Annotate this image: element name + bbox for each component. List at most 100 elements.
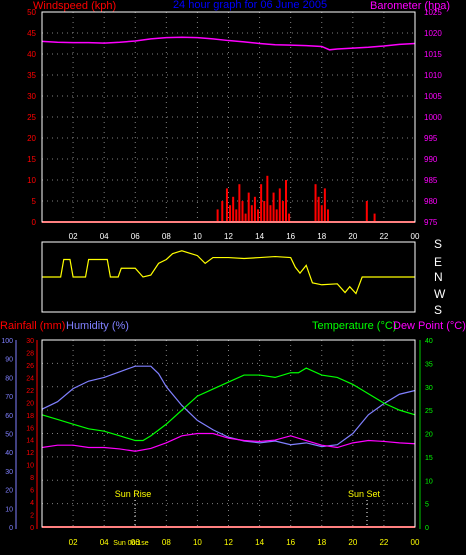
- humidity-tick-label: 40: [5, 450, 13, 457]
- barometer-tick-label: 980: [424, 197, 438, 206]
- direction-label-w: W: [434, 287, 446, 301]
- barometer-axis-label: Barometer (hpa): [370, 0, 450, 12]
- time-tick-label: 02: [69, 538, 78, 547]
- time-tick-label: 10: [193, 538, 202, 547]
- rainfall-tick-label: 10: [26, 463, 34, 470]
- humidity-tick-label: 30: [5, 469, 13, 476]
- temperature-tick-label: 35: [425, 361, 433, 368]
- direction-labels: S E N W S: [434, 237, 446, 317]
- barometer-tick-label: 1015: [424, 50, 442, 59]
- temperature-humidity-frame: [41, 339, 416, 528]
- top-time-tick-labels: 02 04 06 08 10 12 14 16 18 20 22 00: [69, 232, 420, 241]
- humidity-tick-label: 10: [5, 506, 13, 513]
- humidity-tick-labels: 0 10 20 30 40 50 60 70 80 90 100: [1, 338, 13, 532]
- time-tick-label: 20: [348, 232, 357, 241]
- rainfall-tick-label: 8: [30, 475, 34, 482]
- barometer-tick-labels: 975 980 985 990 995 1000 1005 1010 1015 1020 1025: [424, 8, 442, 227]
- windspeed-tick-label: 0: [32, 218, 37, 227]
- rainfall-tick-label: 14: [26, 438, 34, 445]
- windspeed-tick-label: 20: [27, 134, 36, 143]
- dewpoint-line: [41, 432, 416, 452]
- barometer-series: [41, 36, 416, 51]
- temperature-line: [41, 367, 416, 442]
- direction-label-s2: S: [434, 303, 442, 317]
- rainfall-tick-label: 22: [26, 388, 34, 395]
- rainfall-tick-label: 30: [26, 338, 34, 345]
- barometer-tick-label: 995: [424, 134, 438, 143]
- direction-label-e: E: [434, 255, 442, 269]
- time-tick-label: 16: [286, 232, 295, 241]
- windspeed-tick-label: 50: [27, 8, 36, 17]
- rainfall-tick-label: 18: [26, 413, 34, 420]
- temperature-axis-label: Temperature (°C): [312, 320, 396, 332]
- wind-direction-frame: [41, 241, 416, 313]
- wind-direction-series: [42, 250, 415, 295]
- time-tick-label: 18: [317, 538, 326, 547]
- humidity-tick-label: 100: [1, 338, 13, 345]
- humidity-tick-label: 80: [5, 375, 13, 382]
- time-tick-label: 12: [224, 232, 233, 241]
- time-tick-label: 06: [131, 232, 140, 241]
- rainfall-tick-label: 24: [26, 375, 34, 382]
- barometer-tick-label: 1010: [424, 71, 442, 80]
- rainfall-tick-label: 6: [30, 488, 34, 495]
- humidity-tick-label: 0: [9, 525, 13, 532]
- temperature-tick-label: 40: [425, 338, 433, 345]
- barometer-tick-label: 990: [424, 155, 438, 164]
- rainfall-tick-label: 12: [26, 450, 34, 457]
- windspeed-tick-label: 45: [27, 29, 36, 38]
- time-tick-label: 14: [255, 232, 264, 241]
- temperature-tick-label: 30: [425, 385, 433, 392]
- humidity-tick-label: 20: [5, 488, 13, 495]
- temperature-tick-label: 15: [425, 455, 433, 462]
- temperature-tick-label: 5: [425, 502, 429, 509]
- sunrise-time-label: Sun 06:1se: [113, 540, 149, 547]
- windspeed-tick-label: 30: [27, 92, 36, 101]
- windspeed-tick-label: 35: [27, 71, 36, 80]
- time-tick-label: 22: [379, 538, 388, 547]
- windspeed-tick-label: 15: [27, 155, 36, 164]
- barometer-tick-label: 1020: [424, 29, 442, 38]
- time-tick-label: 14: [255, 538, 264, 547]
- time-tick-label: 04: [100, 232, 109, 241]
- barometer-tick-label: 975: [424, 218, 438, 227]
- time-tick-label: 04: [100, 538, 109, 547]
- barometer-tick-label: 1005: [424, 92, 442, 101]
- dewpoint-axis-label: Dew Point (°C): [393, 320, 466, 332]
- temperature-tick-labels: 0 5 10 15 20 25 30 35 40: [425, 338, 433, 532]
- time-tick-label: 08: [162, 538, 171, 547]
- time-tick-label: 20: [348, 538, 357, 547]
- rainfall-tick-label: 20: [26, 400, 34, 407]
- rainfall-tick-label: 2: [30, 513, 34, 520]
- wind-barometer-frame: [41, 11, 416, 223]
- humidity-axis-label: Humidity (%): [66, 320, 129, 332]
- time-tick-label: 10: [193, 232, 202, 241]
- rainfall-axis-label: Rainfall (mm): [0, 320, 65, 332]
- direction-label-s1: S: [434, 237, 442, 251]
- windspeed-axis-label: Windspeed (kph): [33, 0, 116, 12]
- direction-label-n: N: [434, 270, 443, 284]
- time-tick-label: 18: [317, 232, 326, 241]
- rainfall-tick-label: 0: [30, 525, 34, 532]
- barometer-line: [41, 36, 416, 51]
- temperature-tick-label: 10: [425, 478, 433, 485]
- sunset-label: Sun Set: [348, 489, 381, 499]
- windspeed-tick-label: 40: [27, 50, 36, 59]
- humidity-tick-label: 90: [5, 357, 13, 364]
- rainfall-tick-label: 16: [26, 425, 34, 432]
- barometer-tick-label: 985: [424, 176, 438, 185]
- wind-direction-panel: S E N W S: [41, 237, 446, 317]
- time-tick-label: 06: [131, 538, 140, 547]
- rainfall-tick-label: 26: [26, 363, 34, 370]
- time-tick-label: 00: [411, 232, 420, 241]
- temperature-tick-label: 0: [425, 525, 429, 532]
- time-tick-label: 22: [379, 232, 388, 241]
- barometer-tick-label: 1000: [424, 113, 442, 122]
- humidity-tick-label: 60: [5, 413, 13, 420]
- time-tick-label: 00: [411, 538, 420, 547]
- rainfall-tick-label: 4: [30, 500, 34, 507]
- rainfall-tick-label: 28: [26, 350, 34, 357]
